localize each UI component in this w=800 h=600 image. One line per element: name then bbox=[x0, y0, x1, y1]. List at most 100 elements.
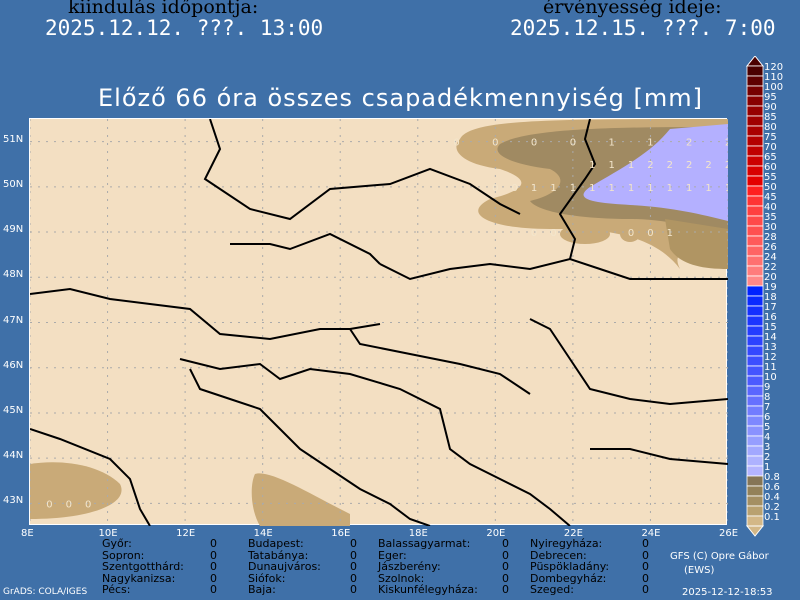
grid-value-label: 2 bbox=[667, 160, 673, 171]
station-value: 0 bbox=[350, 537, 357, 550]
colorbar-swatch bbox=[746, 125, 764, 137]
station-value: 0 bbox=[642, 537, 649, 550]
lon-tick-label: 8E bbox=[21, 528, 34, 539]
colorbar-label: 0.1 bbox=[764, 512, 780, 523]
colorbar-label: 100 bbox=[764, 82, 784, 93]
grid-value-label: 2 bbox=[686, 160, 692, 171]
colorbar-label: 7 bbox=[764, 402, 771, 413]
grid-value-label: 0 bbox=[550, 228, 556, 239]
colorbar-label: 90 bbox=[764, 102, 777, 113]
precip-area-sw2 bbox=[251, 473, 350, 526]
lat-tick-label: 46N bbox=[3, 359, 24, 371]
grid-value-label: 2 bbox=[647, 160, 653, 171]
lon-tick-label: 24E bbox=[641, 528, 661, 539]
precip-area-1mm bbox=[583, 124, 728, 221]
border-sk-hu bbox=[379, 257, 728, 281]
colorbar-swatch bbox=[746, 345, 764, 357]
colorbar-swatch bbox=[746, 365, 764, 377]
init-time-label: kiindulás időpontja: bbox=[68, 0, 259, 18]
colorbar-label: 14 bbox=[764, 332, 777, 343]
colorbar-label: 0.8 bbox=[764, 472, 780, 483]
colorbar-swatch bbox=[746, 135, 764, 147]
colorbar-label: 15 bbox=[764, 322, 777, 333]
colorbar-swatch bbox=[746, 65, 764, 77]
grid-value-label: 2 bbox=[705, 160, 711, 171]
station-value: 0 bbox=[642, 583, 649, 596]
border-balkan bbox=[179, 358, 571, 527]
station-value: 0 bbox=[642, 571, 649, 585]
colorbar-swatch bbox=[746, 155, 764, 167]
map-title: Előző 66 óra összes csapadékmennyiség [m… bbox=[98, 84, 703, 112]
station-name: Tatabánya: bbox=[248, 548, 309, 562]
lat-tick-label: 43N bbox=[3, 495, 24, 507]
grid-value-label: 0 bbox=[531, 228, 537, 239]
grid-value-label: 0 bbox=[85, 499, 91, 510]
lon-tick-label: 20E bbox=[486, 528, 506, 539]
colorbar-label: 4 bbox=[764, 432, 771, 443]
station-value: 0 bbox=[350, 571, 357, 585]
colorbar-label: 9 bbox=[764, 382, 771, 393]
station-value: 0 bbox=[502, 560, 509, 573]
colorbar-label: 20 bbox=[764, 272, 777, 283]
station-name: Szentgotthárd: bbox=[102, 560, 184, 573]
station-value: 0 bbox=[642, 560, 649, 573]
colorbar-label: 11 bbox=[764, 362, 777, 373]
lat-tick-label: 51N bbox=[3, 133, 24, 145]
colorbar-label: 0.4 bbox=[764, 492, 780, 503]
colorbar-swatch bbox=[746, 185, 764, 197]
colorbar-label: 110 bbox=[764, 72, 784, 83]
colorbar-label: 17 bbox=[764, 302, 777, 313]
station-value: 0 bbox=[210, 537, 217, 550]
colorbar-swatch bbox=[746, 285, 764, 297]
lon-tick-label: 26E bbox=[719, 528, 739, 539]
grid-value-label: 1 bbox=[705, 183, 711, 194]
station-name: Kiskunfélegyháza: bbox=[378, 583, 478, 596]
station-name: Baja: bbox=[248, 583, 276, 596]
precip-area-sw bbox=[30, 462, 122, 519]
lon-tick-label: 10E bbox=[98, 528, 118, 539]
station-value: 0 bbox=[502, 548, 509, 562]
grid-value-label: 1 bbox=[667, 228, 673, 239]
colorbar-swatch bbox=[746, 75, 764, 87]
colorbar-swatch bbox=[746, 505, 764, 517]
colorbar-swatch bbox=[746, 435, 764, 447]
init-time-value: 2025.12.12. ???. 13:00 bbox=[45, 16, 324, 40]
colorbar-swatch bbox=[746, 425, 764, 437]
grid-value-label: 1 bbox=[531, 183, 537, 194]
station-name: Budapest: bbox=[248, 537, 304, 550]
valid-time-label: érvényesség ideje: bbox=[543, 0, 722, 18]
colorbar-label: 75 bbox=[764, 132, 777, 143]
border-hu-sw bbox=[349, 328, 531, 395]
border-pl-east bbox=[558, 118, 597, 260]
grid-value-label: 1 bbox=[628, 160, 634, 171]
colorbar-label: 55 bbox=[764, 172, 777, 183]
station-name: Debrecen: bbox=[530, 548, 587, 562]
lat-tick-label: 50N bbox=[3, 178, 24, 190]
colorbar-label: 45 bbox=[764, 192, 777, 203]
colorbar-swatch bbox=[746, 395, 764, 407]
border-adriatic bbox=[189, 368, 431, 527]
grid-value-label: 0 bbox=[46, 499, 52, 510]
station-value: 0 bbox=[210, 548, 217, 562]
lon-tick-label: 12E bbox=[176, 528, 196, 539]
lon-tick-label: 22E bbox=[563, 528, 583, 539]
colorbar-swatch bbox=[746, 195, 764, 207]
colorbar-swatch bbox=[746, 455, 764, 467]
valid-time-value: 2025.12.15. ???. 7:00 bbox=[510, 16, 776, 40]
colorbar-label: 22 bbox=[764, 262, 777, 273]
grid-value-label: 1 bbox=[628, 183, 634, 194]
border-hu-ro bbox=[529, 318, 729, 406]
colorbar-swatch bbox=[746, 305, 764, 317]
colorbar-swatch bbox=[746, 245, 764, 257]
precip-area-small bbox=[620, 226, 640, 242]
grid-value-label: 0 bbox=[531, 138, 537, 149]
lat-tick-label: 49N bbox=[3, 224, 24, 236]
colorbar-label: 85 bbox=[764, 112, 777, 123]
grid-value-label: 1 bbox=[647, 138, 653, 149]
colorbar-label: 19 bbox=[764, 282, 777, 293]
colorbar-label: 0.6 bbox=[764, 482, 780, 493]
grid-value-label: 0 bbox=[492, 183, 498, 194]
border-italy bbox=[29, 428, 151, 527]
grid-value-label: 1 bbox=[667, 183, 673, 194]
station-value: 0 bbox=[502, 537, 509, 550]
